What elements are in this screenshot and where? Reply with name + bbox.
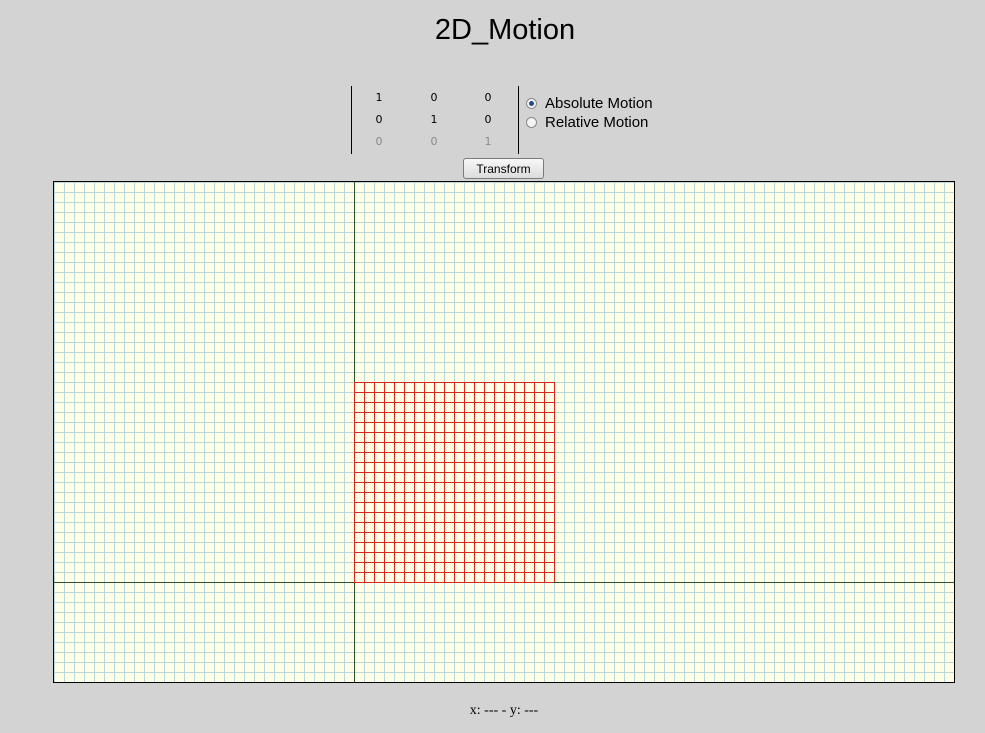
matrix-cell: 1	[484, 135, 492, 148]
matrix-cell[interactable]: 0	[484, 113, 492, 126]
matrix-cell[interactable]: 0	[484, 91, 492, 104]
absolute-motion-option[interactable]: Absolute Motion	[526, 94, 653, 112]
coordinates-readout: x: --- - y: ---	[469, 703, 539, 718]
page-title: 2D_Motion	[434, 14, 576, 46]
absolute-motion-radio[interactable]	[526, 97, 537, 109]
transform-matrix: 1 0 0 0 1 0 0 0 1	[351, 86, 519, 154]
matrix-cell: 0	[375, 135, 383, 148]
relative-motion-option[interactable]: Relative Motion	[526, 113, 648, 131]
matrix-cell[interactable]: 0	[375, 113, 383, 126]
relative-motion-label: Relative Motion	[545, 113, 649, 131]
matrix-cell[interactable]: 0	[430, 91, 438, 104]
absolute-motion-label: Absolute Motion	[545, 94, 653, 112]
matrix-cell: 0	[430, 135, 438, 148]
transform-button[interactable]: Transform	[463, 158, 544, 179]
matrix-cell[interactable]: 1	[375, 91, 383, 104]
relative-motion-radio[interactable]	[526, 116, 537, 128]
grid-canvas[interactable]	[54, 182, 954, 682]
matrix-cell[interactable]: 1	[430, 113, 438, 126]
drawing-canvas[interactable]	[53, 181, 955, 683]
